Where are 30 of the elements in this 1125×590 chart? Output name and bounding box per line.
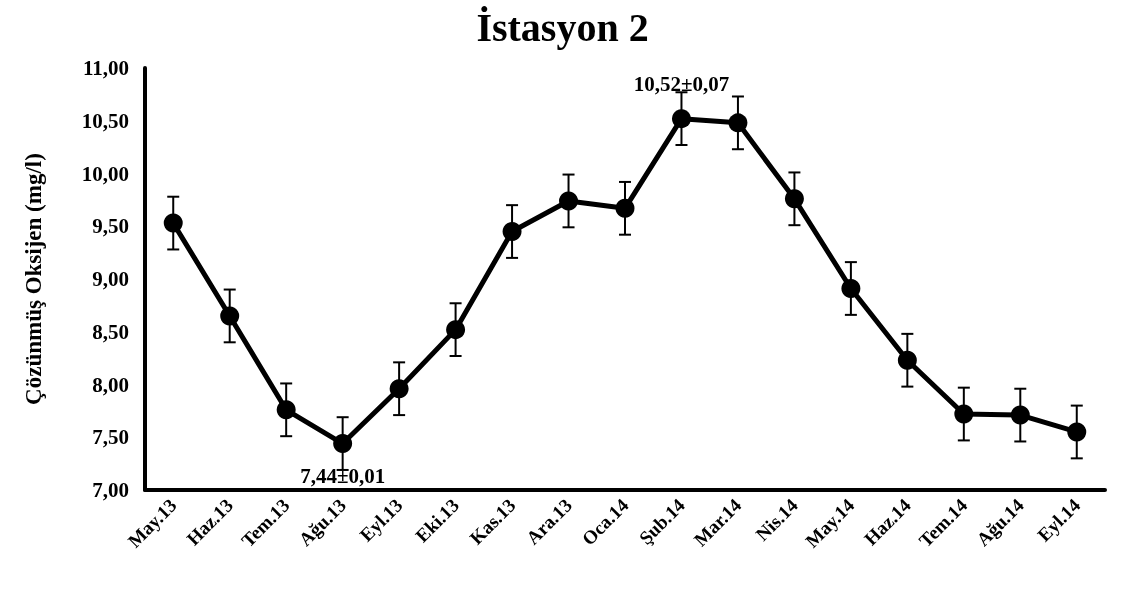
point xyxy=(220,306,240,326)
y-tick-label: 8,50 xyxy=(92,319,129,344)
point xyxy=(897,350,917,370)
point xyxy=(615,198,635,218)
point xyxy=(1067,422,1087,442)
point xyxy=(276,400,296,420)
point xyxy=(389,379,409,399)
point xyxy=(1010,405,1030,425)
y-tick-label: 7,50 xyxy=(92,425,129,450)
y-tick-label: 9,50 xyxy=(92,214,129,239)
point xyxy=(841,279,861,298)
y-tick-label: 8,00 xyxy=(92,372,129,397)
point xyxy=(333,434,353,454)
annotation: 7,44±0,01 xyxy=(300,464,386,489)
chart-title: İstasyon 2 xyxy=(476,4,649,50)
point xyxy=(502,222,522,242)
point xyxy=(163,213,183,233)
point xyxy=(954,404,974,424)
point xyxy=(671,109,691,129)
annotation: 10,52±0,07 xyxy=(633,72,730,97)
y-tick-label: 10,50 xyxy=(81,108,129,133)
point xyxy=(728,113,748,133)
y-tick-label: 7,00 xyxy=(92,478,129,502)
y-axis-title: Çözünmüş Oksijen (mg/l) xyxy=(21,153,46,405)
y-tick-label: 11,00 xyxy=(82,56,129,80)
y-tick-label: 9,00 xyxy=(92,267,129,291)
point xyxy=(559,191,579,211)
point xyxy=(446,320,466,340)
point xyxy=(784,189,804,209)
y-tick-label: 10,00 xyxy=(81,161,129,186)
